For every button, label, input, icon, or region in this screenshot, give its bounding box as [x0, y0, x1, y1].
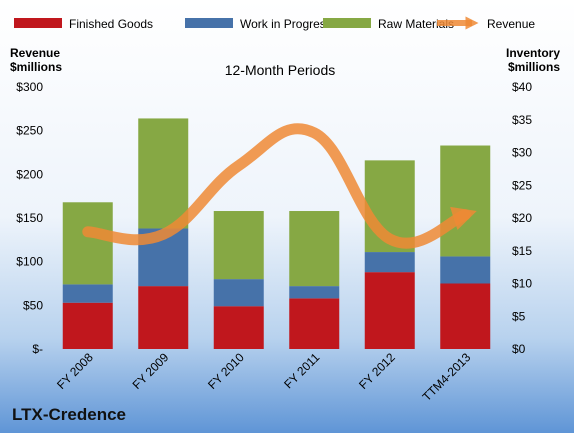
bar-segment	[62, 284, 113, 303]
bar-segment	[440, 145, 491, 257]
left-tick-label: $250	[16, 124, 43, 138]
right-tick-label: $15	[512, 244, 532, 258]
right-axis-title-line1: Inventory	[506, 46, 560, 60]
left-axis-ticks: $- $50 $100 $150 $200 $250 $300	[16, 80, 43, 356]
left-tick-label: $50	[23, 298, 43, 312]
bar-segment	[289, 298, 340, 349]
company-name: LTX-Credence	[12, 405, 126, 424]
right-tick-label: $10	[512, 277, 532, 291]
bar-segment	[62, 202, 113, 285]
right-tick-label: $0	[512, 342, 526, 356]
left-tick-label: $150	[16, 211, 43, 225]
left-tick-label: $200	[16, 167, 43, 181]
bar-segment	[364, 272, 415, 349]
bar-segment	[440, 283, 491, 349]
bar-segment	[213, 279, 264, 307]
bar-segment	[213, 306, 264, 349]
right-axis-ticks: $0 $5 $10 $15 $20 $25 $30 $35 $40	[512, 80, 532, 356]
right-axis-title-line2: $millions	[508, 60, 560, 74]
legend-label: Finished Goods	[69, 17, 153, 31]
bar-segment	[364, 252, 415, 273]
bar-segment	[62, 302, 113, 349]
right-tick-label: $35	[512, 113, 532, 127]
legend-label: Raw Materials	[378, 17, 454, 31]
left-tick-label: $-	[32, 342, 43, 356]
legend-swatch	[323, 18, 371, 28]
bar-segment	[289, 286, 340, 299]
right-tick-label: $25	[512, 178, 532, 192]
legend-swatch	[185, 18, 233, 28]
right-tick-label: $20	[512, 211, 532, 225]
legend-label: Work in Progress	[240, 17, 332, 31]
bar-segment	[138, 286, 189, 349]
left-tick-label: $300	[16, 80, 43, 94]
legend: Finished Goods Work in Progress Raw Materi…	[14, 16, 535, 31]
legend-swatch	[14, 18, 62, 28]
bar-segment	[213, 211, 264, 280]
right-tick-label: $40	[512, 80, 532, 94]
bar-segment	[138, 118, 189, 229]
revenue-line	[82, 123, 477, 249]
right-tick-label: $5	[512, 309, 526, 323]
bar-segment	[440, 256, 491, 284]
left-axis-title-line1: Revenue	[10, 46, 60, 60]
left-axis-title-line2: $millions	[10, 60, 62, 74]
right-tick-label: $30	[512, 146, 532, 160]
revenue-line-layer	[82, 123, 477, 249]
chart-subtitle: 12-Month Periods	[225, 62, 336, 78]
left-tick-label: $100	[16, 255, 43, 269]
legend-label: Revenue	[487, 17, 535, 31]
bar-segment	[289, 211, 340, 287]
bars	[62, 118, 491, 349]
